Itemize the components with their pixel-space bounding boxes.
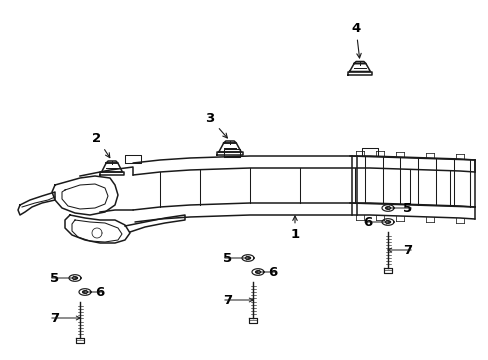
Text: 6: 6	[268, 266, 277, 279]
Text: 5: 5	[50, 271, 60, 284]
Text: 3: 3	[205, 112, 227, 138]
Text: 4: 4	[351, 22, 361, 58]
Text: 7: 7	[223, 293, 232, 306]
Text: 1: 1	[290, 216, 299, 242]
Text: 7: 7	[50, 311, 60, 324]
Text: 5: 5	[403, 202, 412, 215]
Text: 6: 6	[95, 285, 104, 298]
Text: 5: 5	[223, 252, 232, 265]
Text: 2: 2	[92, 131, 110, 158]
Text: 6: 6	[363, 216, 372, 229]
Text: 7: 7	[403, 243, 412, 256]
